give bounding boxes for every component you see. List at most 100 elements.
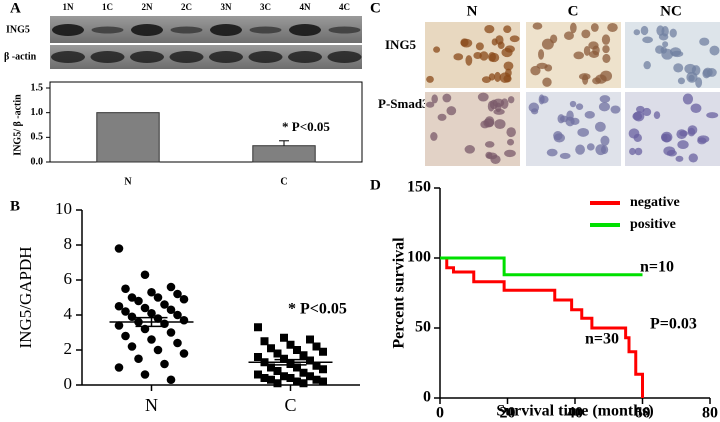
cell xyxy=(481,76,492,84)
cell xyxy=(640,25,649,36)
point xyxy=(273,349,282,358)
cell xyxy=(504,45,515,53)
cell xyxy=(643,61,651,70)
cell xyxy=(539,95,549,104)
cell xyxy=(546,148,558,157)
cell xyxy=(573,51,585,60)
cell xyxy=(531,108,539,115)
y-tick-label: 1.5 xyxy=(31,82,44,93)
point xyxy=(140,270,150,280)
y-tick-label: 1.0 xyxy=(31,107,44,118)
cell xyxy=(479,51,489,61)
cell xyxy=(575,144,585,155)
point xyxy=(293,346,301,354)
blot-band xyxy=(170,26,203,34)
cell xyxy=(570,117,580,125)
point xyxy=(121,284,130,294)
y-tick-label: 0 xyxy=(64,374,73,393)
cell xyxy=(602,45,610,54)
blot-band xyxy=(90,51,125,63)
point xyxy=(273,367,282,375)
cell xyxy=(484,141,495,148)
annotation: P=0.03 xyxy=(650,316,697,333)
cell xyxy=(688,153,698,163)
blot-band xyxy=(131,24,163,36)
cell xyxy=(602,53,611,63)
cell xyxy=(634,147,643,156)
point xyxy=(306,356,314,365)
point xyxy=(166,282,176,292)
cell xyxy=(494,119,506,130)
cell xyxy=(509,35,520,43)
cell xyxy=(699,37,710,46)
panel-label: D xyxy=(370,177,381,193)
point xyxy=(114,301,124,311)
point xyxy=(140,370,150,379)
cell xyxy=(633,29,641,36)
cell xyxy=(425,101,435,108)
cell xyxy=(702,68,711,79)
cell xyxy=(559,152,571,159)
cell xyxy=(460,38,469,47)
point xyxy=(147,308,156,318)
y-tick-label: 2 xyxy=(64,339,73,358)
cell xyxy=(661,133,668,142)
y-tick-label: 50 xyxy=(415,319,431,336)
legend-label: positive xyxy=(630,217,676,232)
cell xyxy=(506,127,516,138)
lane-label: 1N xyxy=(63,2,75,12)
point xyxy=(312,375,321,384)
y-axis-label: ING5/ β -actin xyxy=(12,94,23,156)
x-tick-label: C xyxy=(280,176,287,187)
blot-band xyxy=(169,51,204,63)
cell xyxy=(577,127,590,137)
y-tick-label: 100 xyxy=(407,249,431,266)
cell xyxy=(658,33,669,41)
cell xyxy=(642,107,652,117)
point xyxy=(267,375,275,384)
cell xyxy=(431,94,438,104)
cell xyxy=(706,112,719,119)
point xyxy=(260,374,269,382)
x-tick-label: 20 xyxy=(500,405,516,422)
cell xyxy=(632,112,643,121)
cell xyxy=(544,64,553,72)
point xyxy=(114,321,124,330)
y-axis-label: Percent survival xyxy=(391,237,408,349)
point xyxy=(166,328,176,337)
point xyxy=(147,335,156,344)
point xyxy=(114,363,124,372)
annotation: n=10 xyxy=(640,259,674,276)
cell xyxy=(575,103,584,110)
annotation: n=30 xyxy=(585,331,619,348)
y-tick-label: 8 xyxy=(64,234,73,253)
cell xyxy=(499,72,511,83)
cell xyxy=(669,47,682,57)
y-tick-label: 10 xyxy=(55,199,72,218)
x-tick-label: 0 xyxy=(436,405,444,422)
point xyxy=(280,333,288,342)
y-axis-label: ING5/GAPDH xyxy=(16,247,35,349)
cell xyxy=(530,65,541,76)
lane-label: 1C xyxy=(102,2,113,12)
point xyxy=(299,368,308,377)
point xyxy=(254,323,262,332)
point xyxy=(114,244,124,253)
point xyxy=(306,372,314,381)
cell xyxy=(628,128,640,139)
point xyxy=(121,331,130,341)
cell xyxy=(570,22,577,34)
plot-frame xyxy=(49,81,363,163)
blot-band xyxy=(328,26,361,34)
cell xyxy=(503,61,514,71)
point xyxy=(179,294,189,304)
cell xyxy=(629,147,636,156)
cell xyxy=(686,71,698,83)
cell xyxy=(677,77,686,85)
point xyxy=(147,287,156,297)
cell xyxy=(687,125,698,135)
cell xyxy=(697,135,710,143)
point xyxy=(160,359,169,369)
cell xyxy=(433,46,441,53)
cell xyxy=(590,23,599,32)
